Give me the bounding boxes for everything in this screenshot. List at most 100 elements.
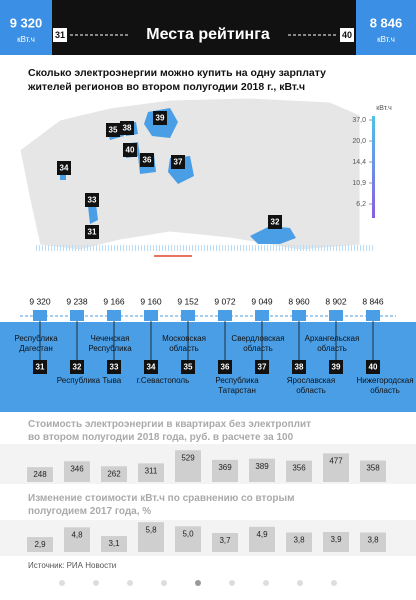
bar-value-label: 5,0 bbox=[182, 529, 194, 538]
rank-box bbox=[292, 360, 306, 374]
region-name: г.Севастополь bbox=[136, 376, 190, 385]
rank: 32 bbox=[73, 363, 82, 372]
legend-bar bbox=[372, 116, 375, 218]
value-label: 8 960 bbox=[288, 296, 310, 306]
page-dot[interactable] bbox=[59, 580, 65, 586]
region-name-box: Свердловская область bbox=[231, 334, 285, 353]
source: Источник: РИА Новости bbox=[28, 561, 116, 570]
header-left-value: 9 320 bbox=[10, 15, 43, 30]
legend-tick-label: 20,0 bbox=[352, 138, 366, 145]
bar-value-label: 4,9 bbox=[256, 530, 268, 539]
map-label-box bbox=[268, 215, 282, 229]
rank-box bbox=[33, 360, 47, 374]
page-dot[interactable] bbox=[297, 580, 303, 586]
header-left-unit: кВт.ч bbox=[17, 35, 35, 44]
header-right-value: 8 846 bbox=[370, 15, 403, 30]
region-band bbox=[0, 322, 416, 412]
bar-value-label: 4,8 bbox=[71, 530, 83, 539]
bar-value-label: 369 bbox=[218, 463, 232, 472]
map-label: 36 bbox=[143, 156, 152, 165]
rank: 38 bbox=[295, 363, 304, 372]
bar bbox=[101, 466, 127, 482]
region-name: Республика Татарстан bbox=[215, 376, 259, 395]
page-dot[interactable] bbox=[331, 580, 337, 586]
rank-box bbox=[144, 360, 158, 374]
rank: 36 bbox=[221, 363, 230, 372]
map-label-box bbox=[85, 193, 99, 207]
bar-value-label: 248 bbox=[33, 470, 47, 479]
header-rank-last: 40 bbox=[342, 30, 352, 40]
bar bbox=[323, 531, 349, 552]
region-name: Архангельская область bbox=[304, 334, 360, 353]
chart-title-box: Стоимость электроэнергии в квартирах без… bbox=[28, 419, 312, 446]
rank-box bbox=[340, 28, 354, 42]
header-left bbox=[0, 0, 52, 55]
value-label: 9 160 bbox=[140, 296, 162, 306]
value-label: 9 072 bbox=[214, 296, 236, 306]
header-rank-first: 31 bbox=[55, 30, 65, 40]
rank-box bbox=[181, 360, 195, 374]
map-label-box bbox=[171, 155, 185, 169]
rank: 39 bbox=[332, 363, 341, 372]
map-label: 31 bbox=[88, 228, 97, 237]
map-label: 39 bbox=[156, 114, 165, 123]
region-name-box: Нижегородская область bbox=[356, 376, 414, 395]
region-name: Свердловская область bbox=[231, 334, 285, 353]
value-label: 9 238 bbox=[66, 296, 88, 306]
page-dot[interactable] bbox=[263, 580, 269, 586]
bar-strip bbox=[0, 520, 416, 556]
bar bbox=[323, 453, 349, 482]
bar bbox=[27, 467, 53, 482]
value-label: 9 166 bbox=[103, 296, 125, 306]
region-name: Московская область bbox=[162, 334, 206, 353]
value-label: 9 152 bbox=[177, 296, 199, 306]
page-dot[interactable] bbox=[161, 580, 167, 586]
bar-value-label: 2,9 bbox=[34, 540, 46, 549]
rank-box bbox=[255, 360, 269, 374]
bar-value-label: 3,1 bbox=[108, 539, 120, 548]
map-label: 33 bbox=[88, 196, 97, 205]
bar-value-label: 356 bbox=[292, 464, 306, 473]
rank-box bbox=[218, 360, 232, 374]
page-dot[interactable] bbox=[229, 580, 235, 586]
legend-tick-label: 37,0 bbox=[352, 117, 366, 124]
region-name-box: Московская область bbox=[162, 334, 206, 353]
region-name-box: г.Севастополь bbox=[136, 376, 190, 385]
region-name-box: Республика Дагестан bbox=[14, 334, 58, 353]
dot bbox=[329, 310, 343, 321]
region-name: Нижегородская область bbox=[356, 376, 414, 395]
rank-box bbox=[53, 28, 67, 42]
subtitle-box: Сколько электроэнергии можно купить на о… bbox=[28, 67, 326, 93]
rank: 33 bbox=[110, 363, 119, 372]
region-name: Республика Дагестан bbox=[14, 334, 58, 353]
dot bbox=[255, 310, 269, 321]
region-name: Ярославская область bbox=[286, 376, 336, 395]
chart-title-box: Изменение стоимости кВт.ч по сравнению с… bbox=[28, 493, 294, 517]
region-name-box: Ярославская область bbox=[286, 376, 336, 395]
rank: 35 bbox=[184, 363, 193, 372]
bar bbox=[175, 526, 201, 552]
bar bbox=[212, 459, 238, 482]
page-dot[interactable] bbox=[93, 580, 99, 586]
map-label: 40 bbox=[126, 146, 135, 155]
page-dot[interactable] bbox=[195, 580, 201, 586]
bar bbox=[138, 522, 164, 552]
rank: 31 bbox=[36, 363, 45, 372]
bar-value-label: 262 bbox=[107, 469, 121, 478]
bar bbox=[27, 537, 53, 552]
dot bbox=[181, 310, 195, 321]
chart-title: Стоимость электроэнергии в квартирах без… bbox=[28, 419, 312, 446]
bar bbox=[138, 463, 164, 482]
region-name-box: Чеченская Республика bbox=[88, 334, 131, 353]
value-label: 9 049 bbox=[251, 296, 273, 306]
bar-value-label: 346 bbox=[70, 464, 84, 473]
rank: 34 bbox=[147, 363, 156, 372]
bar bbox=[175, 450, 201, 482]
map-label-box bbox=[85, 225, 99, 239]
map-label-box bbox=[120, 121, 134, 135]
map-label: 38 bbox=[123, 124, 132, 133]
page-dot[interactable] bbox=[127, 580, 133, 586]
header-bar bbox=[0, 0, 416, 55]
bar bbox=[64, 527, 90, 552]
